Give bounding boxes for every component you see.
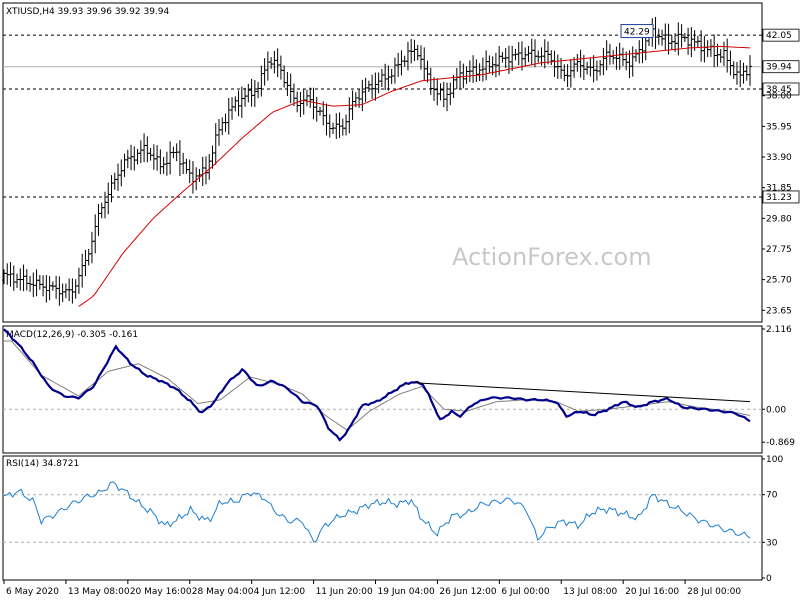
y-tick-label: 39.94	[766, 63, 792, 73]
rsi-plot-frame	[2, 455, 763, 581]
y-tick-label: 35.95	[766, 122, 792, 132]
macd-plot-frame	[2, 325, 763, 454]
y-tick-label: 25.70	[766, 276, 792, 286]
rsi-level-lines	[3, 494, 762, 543]
x-tick-label: 4 Jun 12:00	[254, 587, 306, 597]
x-tick-label: 13 Jul 08:00	[563, 587, 617, 597]
rsi-panel-title: RSI(14) 34.8721	[6, 459, 79, 469]
price-panel-title: XTIUSD,H4 39.93 39.96 39.92 39.94	[6, 7, 170, 17]
y-tick-label: 31.23	[766, 193, 792, 203]
y-tick-box	[762, 190, 800, 204]
price-panel: ActionForex.com XTIUSD,H4 39.93 39.96 39…	[2, 2, 800, 323]
moving-average-line	[78, 45, 751, 307]
y-tick-box	[762, 82, 800, 96]
x-tick-label: 13 May 08:00	[68, 587, 130, 597]
y-tick-label: 23.65	[766, 306, 792, 316]
macd-trendline	[414, 382, 751, 403]
watermark: ActionForex.com	[452, 243, 652, 271]
macd-panel-title: MACD(12,26,9) -0.305 -0.161	[6, 330, 138, 340]
x-tick-label: 26 Jun 12:00	[439, 587, 496, 597]
high-callout-label: 42.29	[624, 28, 650, 38]
y-tick-label: 70	[766, 491, 778, 501]
y-tick-label: 30	[766, 538, 778, 548]
x-tick-label: 20 May 16:00	[130, 587, 192, 597]
x-tick-label: 19 Jun 04:00	[378, 587, 435, 597]
y-tick-label: 0.00	[766, 405, 786, 415]
high-callout-box	[620, 24, 654, 39]
rsi-panel: RSI(14) 34.8721 100 70 30 0	[2, 455, 783, 584]
macd-panel: MACD(12,26,9) -0.305 -0.161 2.116 0.00 -0.…	[2, 325, 795, 454]
x-tick-label: 28 May 04:00	[192, 587, 254, 597]
high-callout: 42.29	[620, 24, 654, 39]
y-tick-label: 38.00	[766, 92, 792, 102]
y-tick-label: 31.85	[766, 184, 792, 194]
macd-signal-line	[4, 340, 751, 431]
rsi-y-axis: 100 70 30 0	[762, 455, 783, 584]
price-plot-frame	[2, 2, 763, 323]
y-tick-label: 100	[766, 455, 783, 465]
x-tick-label: 6 Jul 00:00	[501, 587, 550, 597]
y-tick-box	[762, 28, 800, 42]
y-tick-label: -0.869	[766, 438, 795, 448]
x-tick-label: 20 Jul 16:00	[625, 587, 679, 597]
y-tick-label: 38.45	[766, 85, 792, 95]
rsi-line	[3, 481, 751, 543]
x-tick-label: 28 Jul 00:00	[687, 587, 741, 597]
macd-line	[3, 328, 751, 442]
y-tick-label: 2.116	[766, 325, 792, 335]
time-x-axis: 6 May 2020 13 May 08:00 20 May 16:00 28 May…	[3, 580, 741, 597]
macd-y-axis: 2.116 0.00 -0.869	[762, 325, 795, 448]
x-tick-label: 11 Jun 20:00	[316, 587, 373, 597]
y-tick-label: 42.05	[766, 31, 792, 41]
y-tick-box	[762, 60, 800, 74]
y-tick-label: 29.80	[766, 214, 792, 224]
y-tick-label: 0	[766, 574, 772, 584]
x-tick-label: 6 May 2020	[6, 587, 59, 597]
y-tick-label: 27.75	[766, 245, 792, 255]
price-ohlc-bars	[2, 16, 752, 306]
y-tick-label: 33.90	[766, 153, 792, 163]
